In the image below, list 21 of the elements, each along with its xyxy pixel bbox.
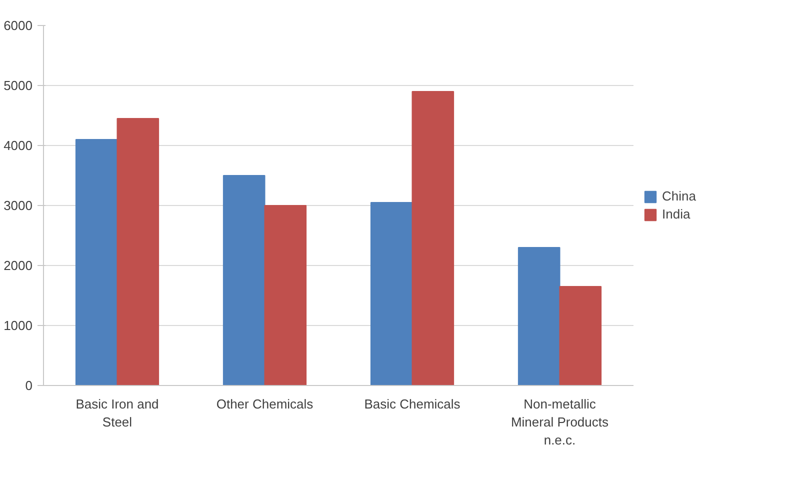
- bar: [370, 202, 413, 386]
- bar: [75, 139, 118, 386]
- y-tick-label: 1000: [4, 318, 32, 333]
- legend-label: China: [662, 188, 696, 204]
- y-tick-label: 3000: [4, 198, 32, 213]
- legend-label: India: [662, 206, 690, 222]
- x-tick-label: Basic Chemicals: [364, 396, 461, 412]
- y-tick-label: 0: [25, 378, 33, 393]
- bar: [518, 247, 560, 386]
- y-tick-label: 2000: [4, 258, 32, 273]
- bar: [116, 118, 160, 386]
- x-tick-label: Non-metallic Mineral Products n.e.c.: [510, 396, 610, 448]
- bar: [264, 205, 307, 386]
- x-tick-label: Other Chemicals: [216, 396, 314, 412]
- bar: [222, 175, 266, 386]
- y-tick-label: 6000: [4, 18, 32, 33]
- y-tick-label: 5000: [4, 78, 32, 93]
- x-tick-label: Basic Iron and Steel: [76, 396, 159, 430]
- bar: [412, 91, 454, 386]
- y-tick-label: 4000: [4, 138, 32, 153]
- bar: [559, 286, 602, 386]
